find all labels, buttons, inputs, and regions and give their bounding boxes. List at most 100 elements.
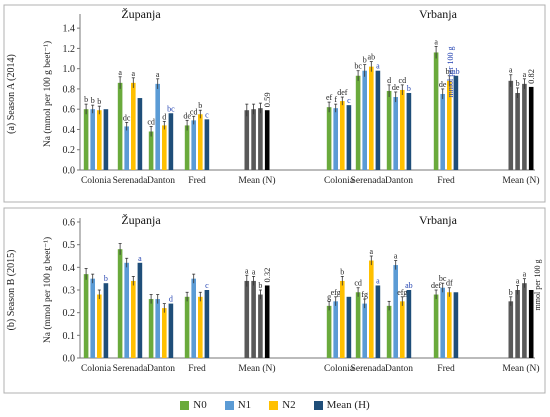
panel-a-loc0-xtick-0: Colonia (81, 176, 112, 186)
panel-b-loc0-bar-MeanH-1 (137, 262, 143, 358)
panel-a-loc1-xtick-0: Colonia (324, 176, 355, 186)
panel-b-loc1-bar-MeanH-1 (375, 285, 381, 358)
panel-b-loc0-bar-N2-0 (97, 294, 102, 358)
legend-item-n2: N2 (269, 399, 296, 411)
panel-a-loc1-letter-N2-1: ab (368, 53, 376, 62)
panel-a-loc1-bar-N2-2 (400, 89, 405, 170)
panel-b-loc0-bar-N1-0 (90, 278, 95, 358)
panel-b-loc1-meann-bar-1 (515, 290, 520, 358)
panel-b-loc1-bar-N0-2 (386, 305, 392, 358)
chart-svg: 0.0 0.2 0.4 0.6 0.8 1.0 1.2 1.4 (a) Season A (20… (3, 4, 546, 394)
panel-a-loc0-bar-N0-0 (83, 109, 89, 170)
panel-a-loc0-letter-N0-1: a (118, 68, 122, 77)
panel-a-loc0-meann-last-label: 0.59 (262, 92, 272, 107)
panel-b-loc1-meann-letter-2: a (523, 270, 527, 279)
panel-a-loc1-letter-N0-2: d (387, 76, 391, 85)
panel-a-loc1-bar-MeanH-2 (406, 92, 412, 170)
panel-b-ytick-label-0: 0.0 (63, 354, 76, 365)
panel-a-loc0-letter-N0-0: b (84, 95, 88, 104)
panel-a-loc0-bar-MeanH-0 (103, 109, 109, 170)
panel-a-loc0-bar-N0-3 (184, 125, 190, 170)
panel-b-loc1-meann-letter-1: a (516, 276, 520, 285)
panel-a-loc1-xtick-1: Serenada (351, 176, 387, 186)
panel-b-loc1-letter-N0-3: def (431, 281, 442, 290)
panel-b-loc1-bar-N1-0 (333, 301, 338, 358)
panel-a-loc1-bar-N1-0 (333, 108, 338, 170)
panel-b-ytick-label-2: 0.2 (63, 308, 76, 319)
panel-a-loc1-rotated-note: mmol per 100 g (446, 47, 455, 98)
panel-a-ytick-label-1: 0.2 (63, 145, 76, 156)
panel-b-loc1-letter-N0-0: g (327, 292, 331, 301)
panel-a-loc1-bar-N2-1 (369, 66, 374, 170)
panel-a-loc0-meann-last-bar (264, 110, 270, 170)
panel-a-loc0-meann-bar-2 (258, 108, 263, 170)
panel-b-loc0-bar-MeanH-0 (103, 283, 109, 358)
panel-b-loc1-bar-N0-0 (326, 305, 332, 358)
panel-b-loc1-bar-MeanH-3 (453, 292, 459, 358)
panel-b-loc1-letter-N1-3: bc (439, 274, 447, 283)
panel-a-loc0-title: Županja (121, 7, 161, 21)
panel-b-loc1-meann-last-bar (528, 290, 534, 358)
panel-a-loc0-bar-N1-3 (191, 120, 196, 170)
panel-b-loc1-bar-N2-1 (369, 260, 374, 358)
panel-a-loc0-letter-N1-3: cd (190, 107, 198, 116)
panel-a-loc1-letter-N0-1: bc (354, 62, 362, 71)
panel-b-loc1-bar-N2-3 (447, 292, 452, 358)
panel-a-loc0-bar-MeanH-3 (204, 119, 210, 170)
panel-b-loc0-bar-N1-1 (124, 262, 129, 358)
panel-a-loc0-meann-xlabel: Mean (N) (238, 175, 275, 186)
panel-b-loc0-letter-MeanH-2: d (169, 295, 173, 304)
panel-a-loc0-bar-N0-2 (148, 131, 154, 170)
panel-a-loc1-bar-N0-1 (355, 75, 361, 170)
panel-a-loc0-bar-MeanH-1 (137, 98, 143, 170)
panel-b-loc0-letter-MeanH-0: b (104, 274, 108, 283)
panel-b-loc1-bar-MeanH-0 (346, 296, 352, 358)
panel-a-loc0-letter-N0-2: cd (147, 117, 155, 126)
legend-label-n0: N0 (193, 399, 207, 411)
panel-b-loc0-bar-N2-2 (162, 308, 167, 358)
panel-b-loc1-rotated-note: mmol per 100 g (533, 260, 542, 311)
panel-a-ytick-label-3: 0.6 (63, 105, 76, 116)
panel-a-loc1-meann-last-label: 0.82 (526, 69, 536, 84)
legend-swatch-n0 (180, 400, 190, 410)
panel-b-loc0-bar-N0-3 (184, 296, 190, 358)
panel-a-loc1-bar-N1-3 (440, 94, 445, 170)
panel-a-frame (3, 4, 546, 203)
panel-b-loc0-meann-letter-1: a (252, 267, 256, 276)
panel-a-loc1-meann-letter-0: a (509, 66, 513, 75)
panel-a-loc1-bar-N0-0 (326, 107, 332, 170)
panel-a-loc1-bar-MeanH-1 (375, 70, 381, 170)
panel-a-panel-label: (a) Season A (2014) (6, 54, 17, 134)
panel-a-loc1-meann-last-bar (528, 86, 534, 170)
panel-a-loc1-xtick-2: Danton (385, 176, 413, 186)
panel-a-loc1-letter-N2-2: cd (399, 76, 407, 85)
panel-b-loc1-letter-N2-2: efg (397, 288, 407, 297)
panel-a-loc1-bar-MeanH-0 (346, 105, 352, 170)
panel-a-loc0-letter-MeanH-3: c (205, 110, 209, 119)
panel-a-loc1-bar-N0-3 (433, 52, 439, 170)
panel-b-loc1-bar-N0-1 (355, 292, 361, 358)
legend-label-n1: N1 (237, 399, 252, 411)
panel-b-loc0-xtick-1: Serenada (113, 364, 149, 374)
panel-b-loc0-bar-N0-1 (117, 249, 123, 358)
panel-b-loc1-bar-MeanH-2 (406, 290, 412, 358)
panel-a-loc0-xtick-1: Serenada (113, 176, 149, 186)
panel-a-loc1-letter-N1-2: de (392, 83, 400, 92)
panel-a-loc1-letter-N0-0: ef (326, 93, 333, 102)
panel-a-loc1-letter-N1-1: b (363, 56, 367, 65)
panel-b-frame (3, 207, 546, 394)
panel-a-loc0-meann-bar-0 (244, 110, 250, 170)
panel-b-loc0-bar-N1-2 (155, 299, 160, 358)
panel-a-loc0-letter-N2-3: b (198, 101, 202, 110)
panel-b-loc0-xtick-0: Colonia (81, 364, 112, 374)
panel-a-loc1-bar-N0-2 (386, 90, 392, 170)
panel-a-loc0-bar-N1-2 (155, 83, 160, 170)
legend-label-mean-h: Mean (H) (326, 399, 370, 411)
panel-b-ytick-label-1: 0.1 (63, 331, 76, 342)
panel-a-ytick-label-2: 0.4 (63, 125, 76, 136)
panel-b-loc0-meann-xlabel: Mean (N) (238, 363, 275, 374)
panel-b-loc1-letter-N0-1: cd (354, 279, 362, 288)
panel-b-loc1-bar-N1-2 (393, 265, 398, 358)
panel-b-loc1-bar-N2-2 (400, 301, 405, 358)
panel-b-loc0-meann-bar-1 (251, 280, 256, 358)
